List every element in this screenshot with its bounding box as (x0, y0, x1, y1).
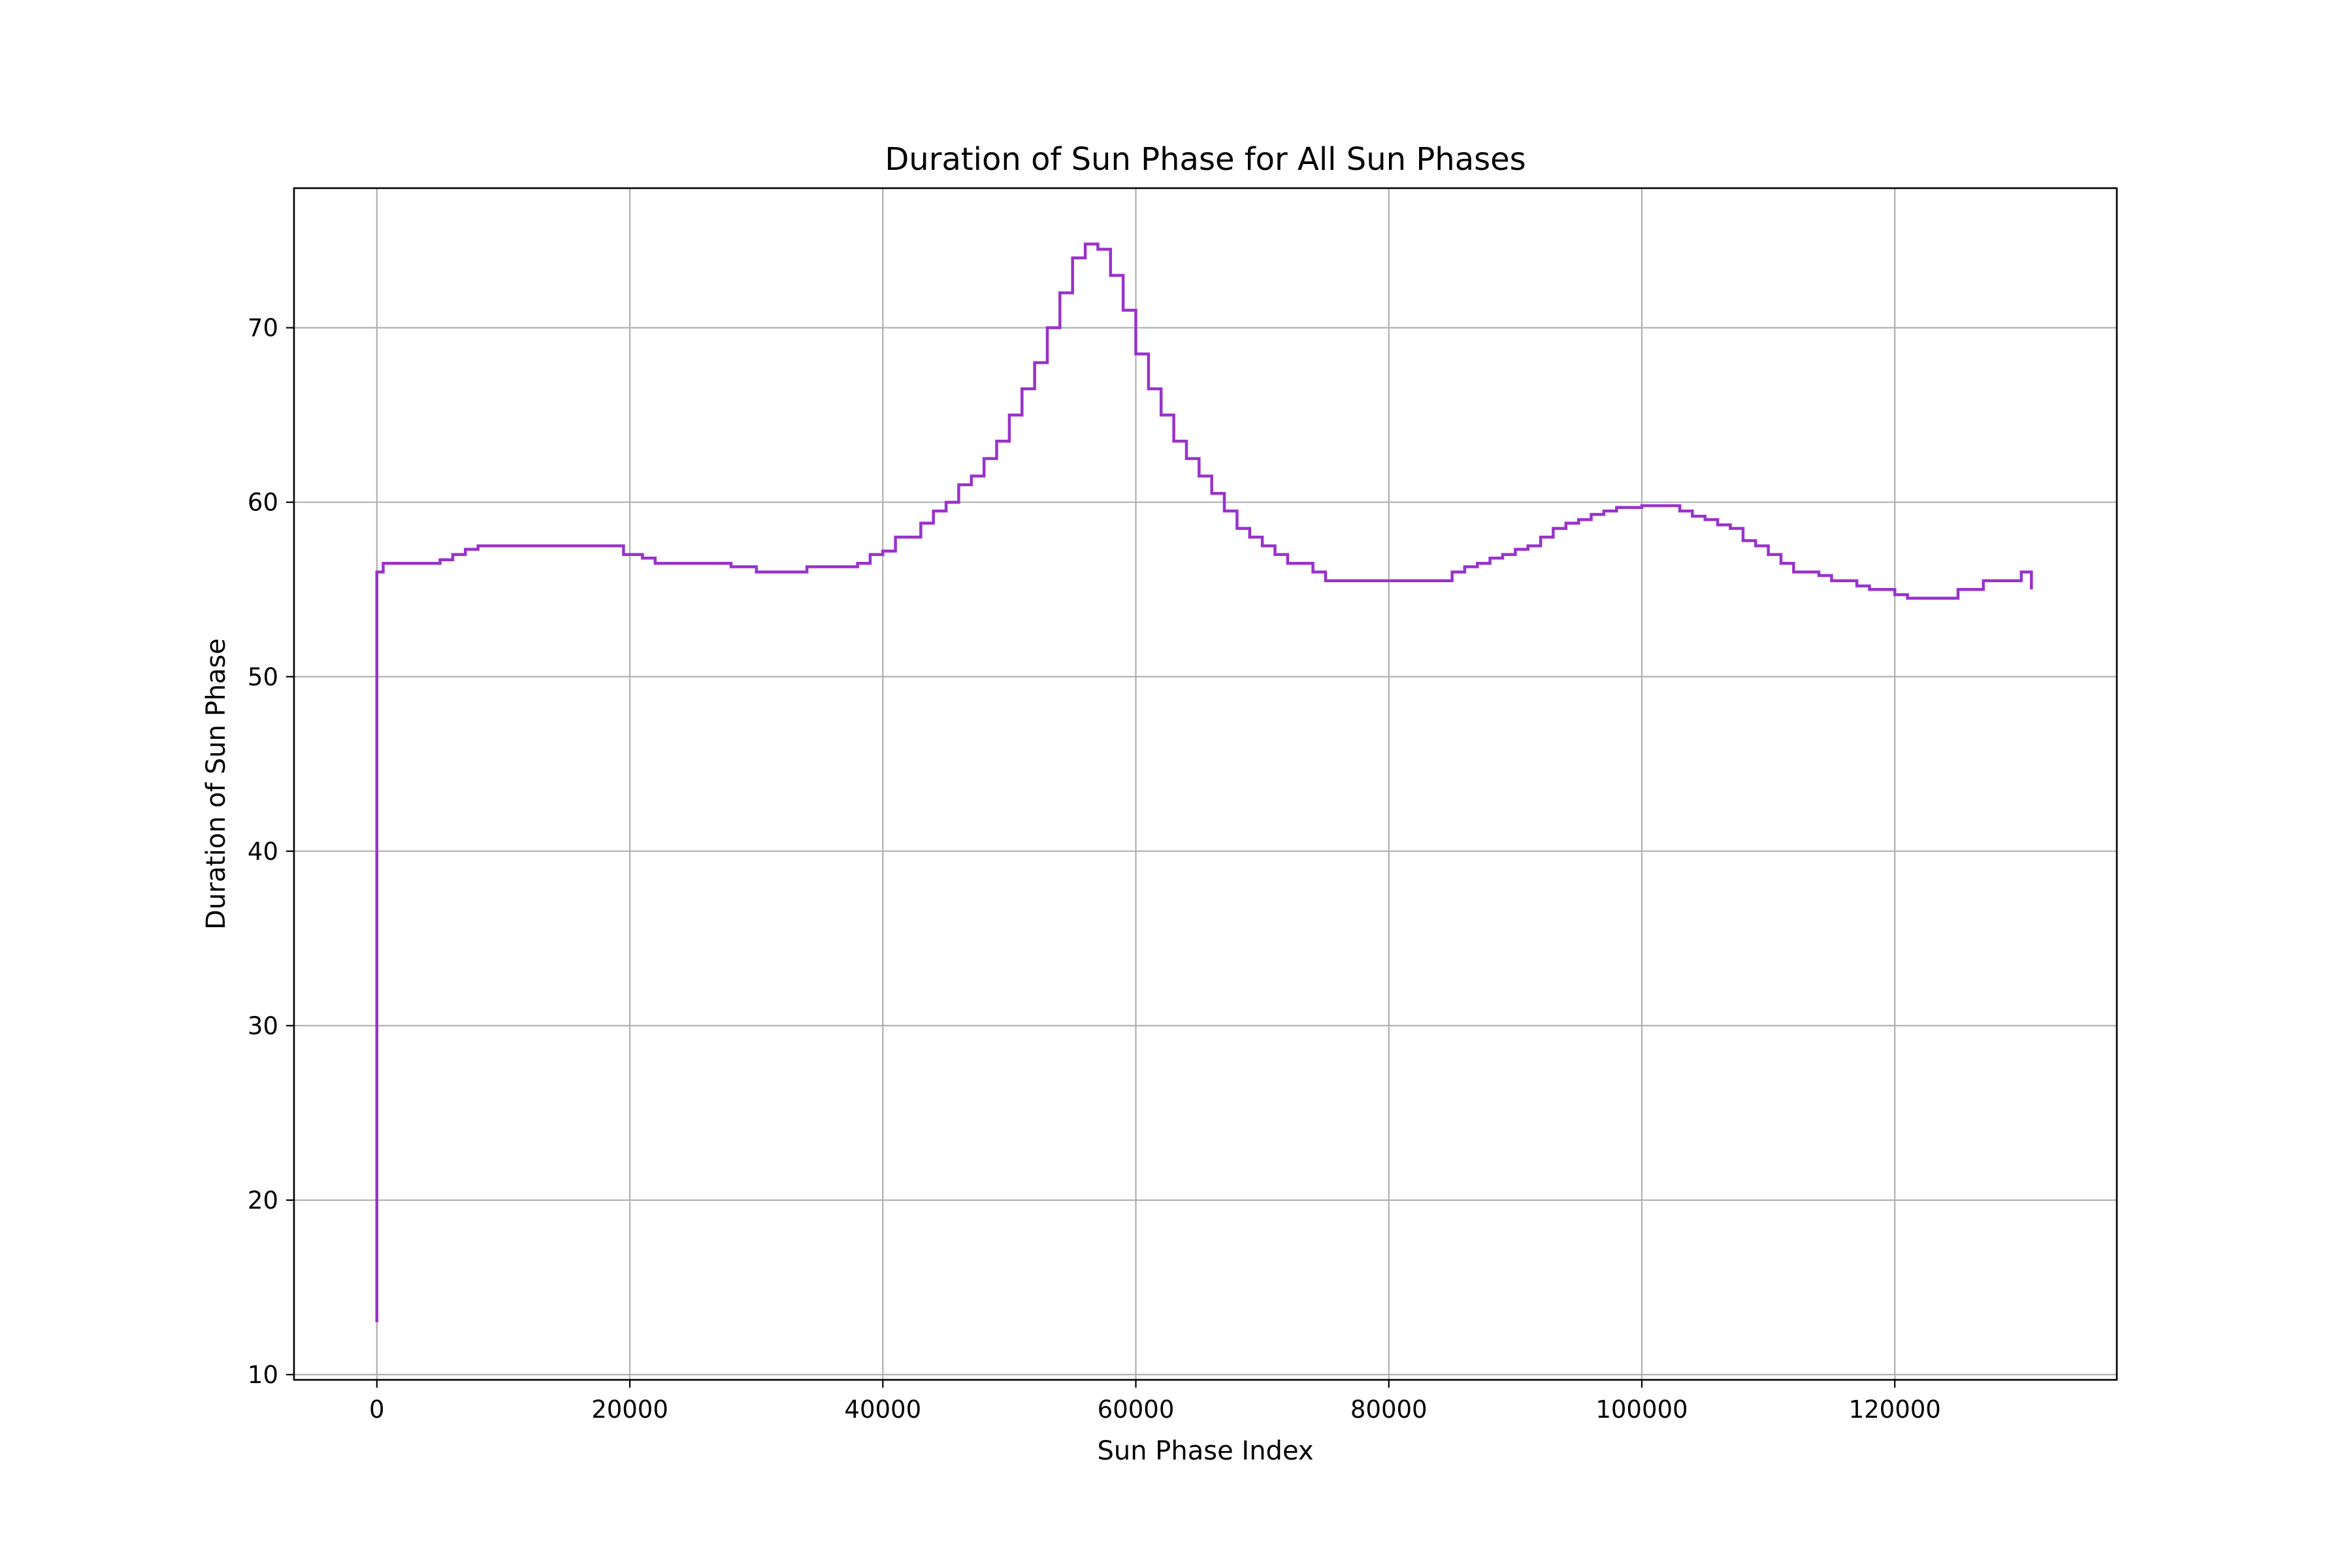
series-line (375, 242, 2033, 1322)
x-tick-label: 20000 (591, 1396, 668, 1424)
y-tick-label: 60 (248, 489, 278, 517)
x-tick-label: 0 (369, 1396, 385, 1424)
x-axis-label: Sun Phase Index (1097, 1436, 1313, 1466)
chart-title: Duration of Sun Phase for All Sun Phases (885, 141, 1526, 178)
y-axis-label: Duration of Sun Phase (201, 638, 231, 930)
series-layer (375, 242, 2033, 1322)
x-tick-label: 40000 (844, 1396, 921, 1424)
x-tick-label: 60000 (1098, 1396, 1175, 1424)
y-tick-label: 20 (248, 1186, 278, 1215)
grid (294, 188, 2117, 1380)
axes-frame (293, 187, 2118, 1381)
y-tick-label: 40 (248, 838, 278, 866)
y-tick-label: 70 (248, 314, 278, 342)
y-tick-label: 10 (248, 1361, 278, 1389)
x-tick-label: 80000 (1350, 1396, 1428, 1424)
y-tick-label: 50 (248, 663, 278, 691)
y-tick-label: 30 (248, 1012, 278, 1040)
ticks: 0 20000 40000 60000 80000 100000 120000 10 20 30 4… (248, 314, 1941, 1424)
x-tick-label: 120000 (1849, 1396, 1941, 1424)
x-tick-label: 100000 (1595, 1396, 1688, 1424)
